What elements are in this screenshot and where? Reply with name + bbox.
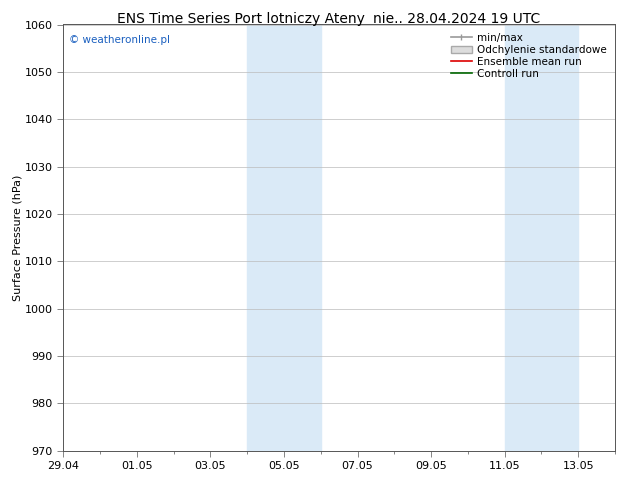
Text: ENS Time Series Port lotniczy Ateny: ENS Time Series Port lotniczy Ateny — [117, 12, 365, 26]
Bar — [505, 24, 578, 451]
Text: nie.. 28.04.2024 19 UTC: nie.. 28.04.2024 19 UTC — [373, 12, 540, 26]
Legend: min/max, Odchylenie standardowe, Ensemble mean run, Controll run: min/max, Odchylenie standardowe, Ensembl… — [448, 30, 610, 82]
Bar — [247, 24, 321, 451]
Text: © weatheronline.pl: © weatheronline.pl — [69, 35, 170, 45]
Y-axis label: Surface Pressure (hPa): Surface Pressure (hPa) — [12, 174, 22, 301]
